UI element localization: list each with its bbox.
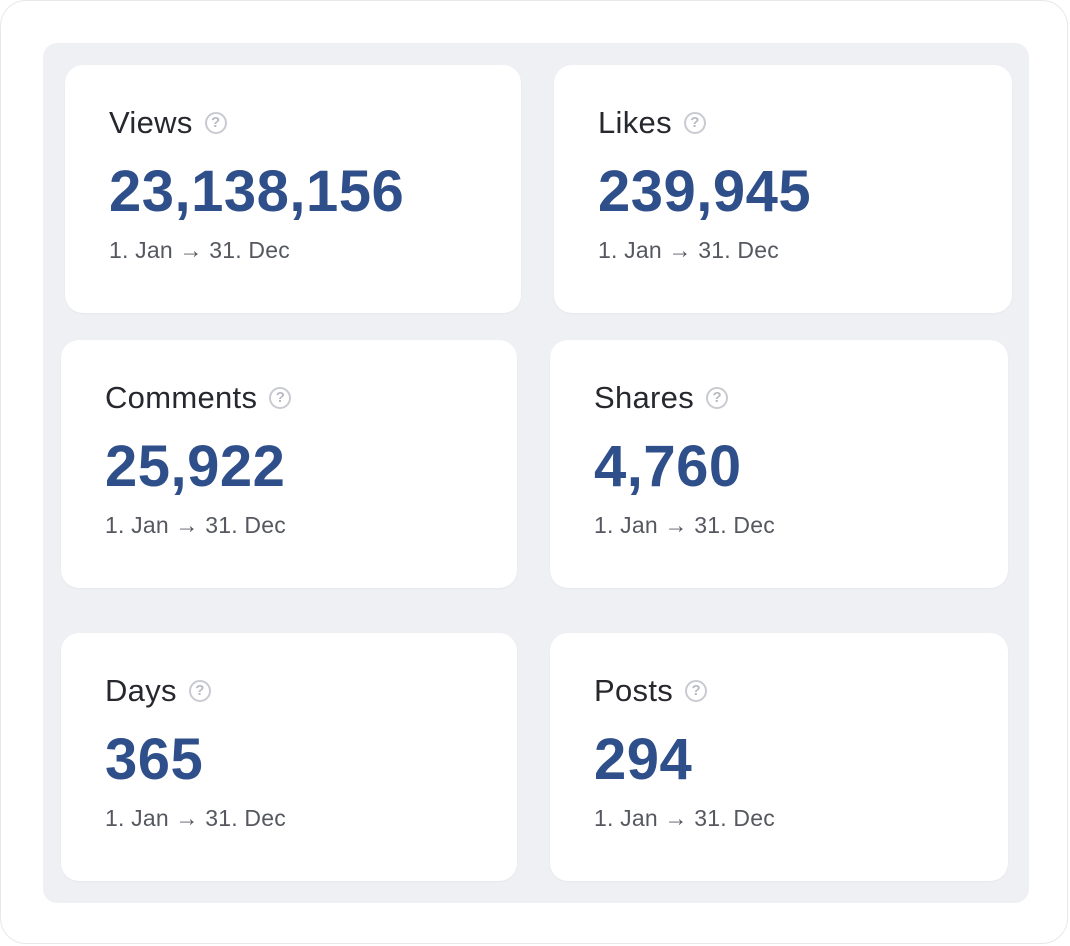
stat-value: 4,760 — [594, 434, 742, 499]
stat-label: Comments — [105, 380, 258, 415]
stat-date-range: 1. Jan → 31. Dec — [594, 512, 775, 538]
stat-date-range: 1. Jan → 31. Dec — [598, 237, 779, 263]
stat-card-likes: Likes ? 239,945 1. Jan → 31. Dec — [554, 65, 1012, 313]
stat-value: 23,138,156 — [109, 159, 405, 224]
stat-label-row: Views ? — [109, 103, 227, 143]
stat-date-range: 1. Jan → 31. Dec — [105, 512, 286, 538]
stat-label: Days — [105, 673, 177, 708]
stat-label: Likes — [598, 105, 672, 140]
question-circle-icon[interactable]: ? — [683, 112, 706, 134]
question-circle-icon[interactable]: ? — [706, 387, 729, 409]
stat-value: 365 — [105, 727, 204, 792]
stat-date-range: 1. Jan → 31. Dec — [105, 805, 286, 831]
stat-value: 239,945 — [598, 159, 812, 224]
stats-panel: Views ? 23,138,156 1. Jan → 31. Dec Like… — [43, 43, 1029, 903]
stat-label: Views — [109, 105, 193, 140]
stat-card-shares: Shares ? 4,760 1. Jan → 31. Dec — [550, 340, 1008, 588]
stat-date-range: 1. Jan → 31. Dec — [594, 805, 775, 831]
stat-value: 294 — [594, 727, 693, 792]
stat-label-row: Shares ? — [594, 378, 729, 418]
stat-card-views: Views ? 23,138,156 1. Jan → 31. Dec — [65, 65, 521, 313]
stat-card-posts: Posts ? 294 1. Jan → 31. Dec — [550, 633, 1008, 881]
stat-label-row: Likes ? — [598, 103, 706, 143]
stat-card-days: Days ? 365 1. Jan → 31. Dec — [61, 633, 517, 881]
question-circle-icon[interactable]: ? — [204, 112, 227, 134]
stat-card-comments: Comments ? 25,922 1. Jan → 31. Dec — [61, 340, 517, 588]
stat-value: 25,922 — [105, 434, 286, 499]
stat-date-range: 1. Jan → 31. Dec — [109, 237, 290, 263]
stat-label: Shares — [594, 380, 695, 415]
question-circle-icon[interactable]: ? — [685, 680, 708, 702]
stat-label: Posts — [594, 673, 674, 708]
question-circle-icon[interactable]: ? — [269, 387, 292, 409]
stat-label-row: Comments ? — [105, 378, 292, 418]
stat-label-row: Days ? — [105, 671, 211, 711]
stat-label-row: Posts ? — [594, 671, 708, 711]
question-circle-icon[interactable]: ? — [188, 680, 211, 702]
